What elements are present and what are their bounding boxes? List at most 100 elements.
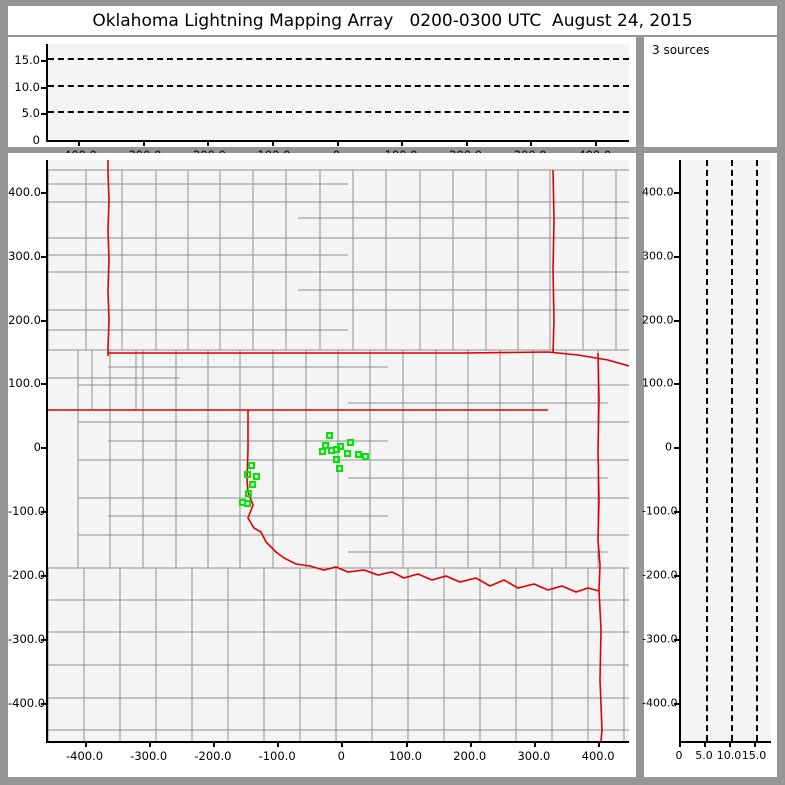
- y-axis-tick-label: 400.0: [8, 184, 41, 199]
- lightning-source-marker[interactable]: [332, 455, 340, 463]
- lightning-source-marker[interactable]: [248, 461, 255, 469]
- x-axis-tick: [469, 741, 472, 747]
- x-axis-tick: [598, 741, 601, 747]
- y-axis-tick: [41, 511, 47, 514]
- y-axis-tick: [674, 383, 680, 386]
- lightning-source-marker[interactable]: [243, 470, 251, 478]
- title-bar: Oklahoma Lightning Mapping Array 0200-03…: [8, 6, 777, 35]
- y-axis-tick-label: -200.0: [642, 568, 678, 582]
- x-axis-tick-label: 0: [337, 749, 345, 763]
- state-border-oklahoma-east: [597, 352, 603, 741]
- x-axis-tick: [142, 140, 145, 146]
- sources-count-panel: 3 sources: [644, 37, 777, 147]
- plan-view-map-panel: -400.0 -300.0 -200.0 -100.0 0 100.0 200.0 300.0…: [8, 153, 636, 777]
- x-axis-tick: [704, 741, 706, 747]
- y-axis-tick-label: 5.0: [21, 106, 40, 121]
- lightning-source-marker[interactable]: [344, 450, 352, 458]
- y-axis-tick-label: 0: [33, 440, 41, 455]
- y-axis-tick: [41, 60, 47, 62]
- y-axis-tick: [41, 255, 47, 258]
- y-axis-tick: [41, 86, 47, 89]
- x-axis-tick: [530, 140, 533, 146]
- x-axis-tick: [336, 140, 339, 146]
- x-axis-tick: [754, 741, 756, 747]
- x-axis-tick-label: -200.0: [194, 749, 232, 763]
- state-border-kansas-east: [552, 169, 555, 354]
- state-border-red-river: [247, 491, 600, 593]
- y-axis-tick: [41, 575, 47, 577]
- lightning-source-marker[interactable]: [253, 472, 261, 480]
- lightning-source-marker[interactable]: [318, 447, 326, 455]
- lightning-source-marker[interactable]: [355, 451, 363, 459]
- x-axis-tick-label: 100.0: [389, 749, 422, 763]
- y-axis-tick: [41, 702, 47, 705]
- y-axis-tick-label: -200.0: [8, 568, 46, 582]
- y-axis-tick-label: 10.0: [14, 79, 40, 94]
- x-axis-tick: [212, 741, 215, 747]
- lightning-source-marker[interactable]: [243, 499, 251, 507]
- x-axis-tick-label: -400.0: [65, 749, 104, 763]
- y-axis-tick-label: 300.0: [642, 249, 674, 263]
- x-axis-tick: [405, 741, 408, 747]
- x-axis-tick: [84, 741, 87, 747]
- x-axis-tick: [148, 741, 151, 747]
- y-axis-tick: [41, 447, 47, 450]
- state-border-panhandle-east: [246, 410, 249, 493]
- y-axis-tick-label: -100.0: [642, 504, 678, 518]
- x-axis-tick: [729, 741, 731, 747]
- lightning-source-marker[interactable]: [335, 464, 343, 472]
- y-axis-tick-label: -100.0: [8, 504, 46, 519]
- x-axis-tick: [271, 140, 274, 146]
- y-axis-tick: [41, 383, 47, 386]
- altitude-east-west-panel: 05.010.015.0-400.0-300.0-200.0-100.00100…: [8, 37, 636, 162]
- x-axis-tick-label: 10.0: [716, 749, 742, 762]
- x-axis-tick: [401, 140, 404, 146]
- gridline-y: [48, 111, 629, 114]
- gridline-x: [756, 160, 758, 741]
- y-axis-tick: [41, 191, 47, 194]
- map-geography: [48, 160, 629, 741]
- y-axis-tick: [674, 255, 680, 258]
- page-title: Oklahoma Lightning Mapping Array 0200-03…: [92, 10, 693, 31]
- sources-count-label: 3 sources: [652, 43, 710, 57]
- x-axis-tick: [341, 741, 344, 747]
- y-axis-tick-label: 200.0: [642, 313, 674, 327]
- x-axis-tick-label: 0: [675, 749, 683, 762]
- lightning-source-marker[interactable]: [361, 452, 369, 460]
- x-axis-tick-label: 200.0: [453, 749, 487, 763]
- lightning-source-marker[interactable]: [249, 480, 257, 488]
- plan-view-map-plot[interactable]: [46, 160, 629, 743]
- y-axis-tick: [674, 638, 680, 641]
- y-axis-tick-label: 100.0: [642, 376, 674, 390]
- y-axis-tick: [41, 113, 47, 116]
- state-border-kansas-west: [107, 160, 110, 356]
- x-axis-tick-label: 400.0: [581, 749, 615, 763]
- state-border-kansas-oklahoma: [108, 351, 629, 367]
- altitude-east-west-plot: [46, 44, 629, 142]
- y-axis-tick-label: 400.0: [642, 185, 674, 199]
- x-axis-tick: [594, 140, 597, 146]
- lightning-source-marker[interactable]: [346, 439, 354, 447]
- x-axis-tick: [679, 741, 681, 747]
- y-axis-tick: [41, 319, 47, 322]
- x-axis-tick: [533, 741, 536, 747]
- y-axis-tick: [674, 702, 680, 705]
- y-axis-tick-label: -400.0: [8, 695, 46, 710]
- gridline-y: [48, 58, 629, 60]
- x-axis-tick-label: -100.0: [258, 749, 296, 763]
- lightning-source-marker[interactable]: [336, 442, 344, 450]
- x-axis-tick-label: 5.0: [695, 749, 713, 762]
- y-axis-tick-label: 200.0: [8, 312, 41, 327]
- x-axis-tick-label: 300.0: [517, 749, 551, 763]
- altitude-north-south-panel: -400.0 -300.0 -200.0 -100.0 0 100.0 200.0 300.0…: [642, 153, 777, 777]
- y-axis-tick-label: 0: [32, 133, 40, 147]
- y-axis-tick: [674, 447, 680, 450]
- gridline-x: [706, 160, 708, 741]
- x-axis-tick: [78, 140, 81, 146]
- gridline-x: [731, 160, 733, 741]
- x-axis-tick-label: 15.0: [741, 749, 767, 762]
- lightning-source-marker[interactable]: [326, 431, 334, 439]
- x-axis-tick: [277, 741, 280, 747]
- lightning-source-marker[interactable]: [245, 489, 253, 497]
